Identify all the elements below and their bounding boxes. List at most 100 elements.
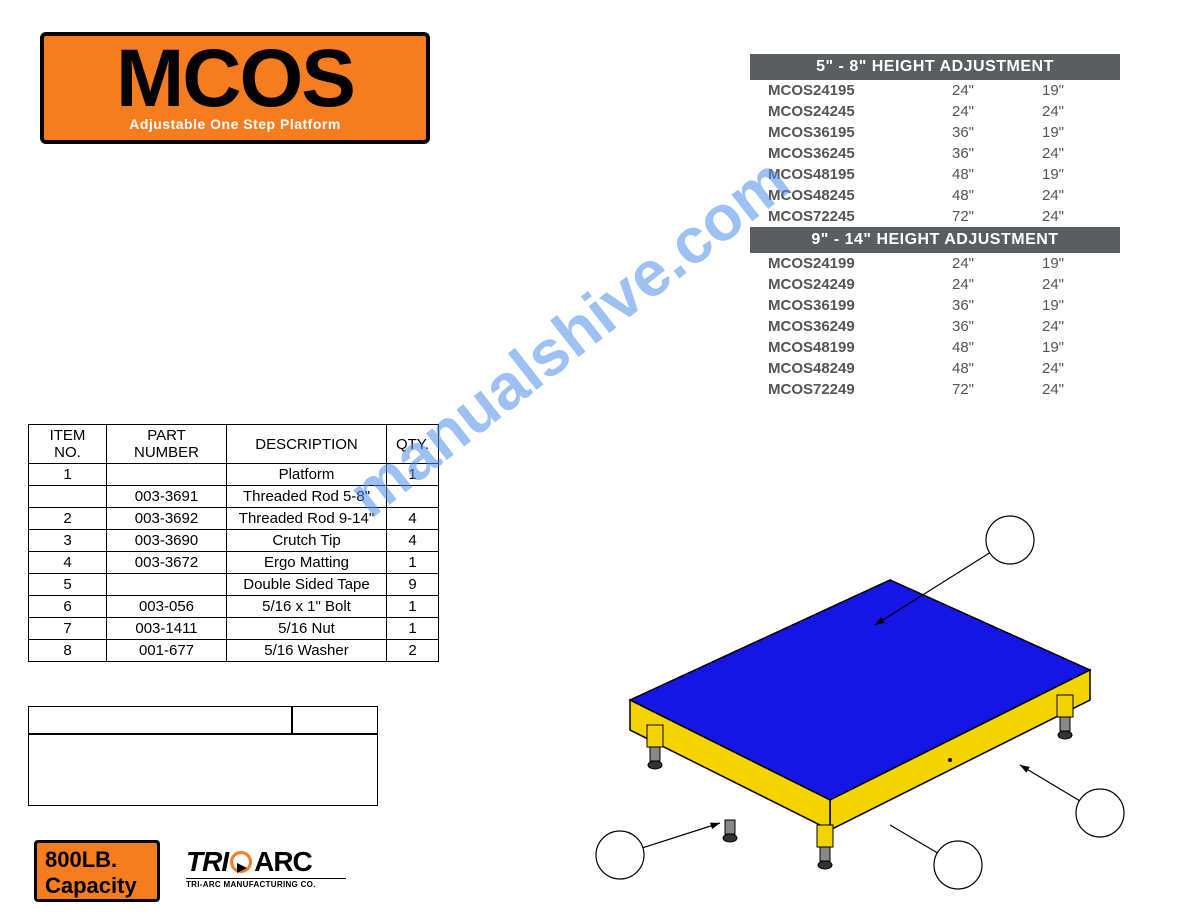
model-model: MCOS48245 xyxy=(768,187,918,204)
bom-header-item: ITEM NO. xyxy=(29,425,107,464)
list-item: MCOS3624536"24" xyxy=(750,143,1120,164)
logo-main-text: MCOS xyxy=(44,36,426,122)
list-item: MCOS2424524"24" xyxy=(750,101,1120,122)
list-item: MCOS4824548"24" xyxy=(750,185,1120,206)
bom-cell-part: 001-677 xyxy=(107,640,227,662)
model-model: MCOS48199 xyxy=(768,339,918,356)
model-width: 36" xyxy=(918,318,1008,335)
triarc-sub: TRI-ARC MANUFACTURING CO. xyxy=(186,878,346,889)
model-depth: 19" xyxy=(1008,82,1098,99)
bom-header-desc: DESCRIPTION xyxy=(227,425,387,464)
model-depth: 19" xyxy=(1008,297,1098,314)
bom-cell-desc: Platform xyxy=(227,464,387,486)
model-depth: 24" xyxy=(1008,318,1098,335)
bom-cell-desc: Threaded Rod 9-14" xyxy=(227,508,387,530)
table-row: 003-3691Threaded Rod 5-8" xyxy=(29,486,439,508)
bom-cell-qty xyxy=(387,486,439,508)
model-group2-rows: MCOS2419924"19"MCOS2424924"24"MCOS361993… xyxy=(750,253,1120,400)
bom-cell-item: 6 xyxy=(29,596,107,618)
model-group2-header: 9" - 14" HEIGHT ADJUSTMENT xyxy=(750,227,1120,253)
model-depth: 24" xyxy=(1008,187,1098,204)
list-item: MCOS2419524"19" xyxy=(750,80,1120,101)
model-depth: 19" xyxy=(1008,166,1098,183)
bom-cell-desc: 5/16 Washer xyxy=(227,640,387,662)
model-width: 48" xyxy=(918,166,1008,183)
model-group1-header: 5" - 8" HEIGHT ADJUSTMENT xyxy=(750,54,1120,80)
list-item: MCOS4819548"19" xyxy=(750,164,1120,185)
bom-cell-item: 4 xyxy=(29,552,107,574)
bom-cell-item: 1 xyxy=(29,464,107,486)
model-width: 24" xyxy=(918,82,1008,99)
table-row: 4003-3672Ergo Matting1 xyxy=(29,552,439,574)
model-depth: 24" xyxy=(1008,145,1098,162)
bom-cell-desc: Double Sided Tape xyxy=(227,574,387,596)
model-model: MCOS24199 xyxy=(768,255,918,272)
bom-cell-desc: Ergo Matting xyxy=(227,552,387,574)
table-row: 1Platform1 xyxy=(29,464,439,486)
model-width: 36" xyxy=(918,124,1008,141)
model-depth: 19" xyxy=(1008,255,1098,272)
model-width: 24" xyxy=(918,276,1008,293)
model-group1-rows: MCOS2419524"19"MCOS2424524"24"MCOS361953… xyxy=(750,80,1120,227)
table-row: 5Double Sided Tape9 xyxy=(29,574,439,596)
bom-cell-part: 003-3691 xyxy=(107,486,227,508)
triarc-arc: ARC xyxy=(254,846,312,878)
model-model: MCOS72249 xyxy=(768,381,918,398)
list-item: MCOS7224972"24" xyxy=(750,379,1120,400)
model-listing: 5" - 8" HEIGHT ADJUSTMENT MCOS2419524"19… xyxy=(750,54,1120,400)
triarc-o-icon xyxy=(230,851,252,873)
platform-diagram xyxy=(560,520,1140,890)
list-item: MCOS4819948"19" xyxy=(750,337,1120,358)
bom-body: 1Platform1003-3691Threaded Rod 5-8"2003-… xyxy=(29,464,439,662)
bom-cell-qty: 2 xyxy=(387,640,439,662)
list-item: MCOS4824948"24" xyxy=(750,358,1120,379)
bom-cell-part: 003-3692 xyxy=(107,508,227,530)
model-model: MCOS24195 xyxy=(768,82,918,99)
bom-cell-part: 003-3672 xyxy=(107,552,227,574)
model-depth: 19" xyxy=(1008,124,1098,141)
model-depth: 24" xyxy=(1008,103,1098,120)
model-model: MCOS48249 xyxy=(768,360,918,377)
list-item: MCOS7224572"24" xyxy=(750,206,1120,227)
bom-cell-part: 003-3690 xyxy=(107,530,227,552)
bom-header-part: PART NUMBER xyxy=(107,425,227,464)
model-width: 72" xyxy=(918,381,1008,398)
bom-cell-item: 5 xyxy=(29,574,107,596)
bom-table: ITEM NO. PART NUMBER DESCRIPTION QTY. 1P… xyxy=(28,424,439,662)
list-item: MCOS2424924"24" xyxy=(750,274,1120,295)
model-model: MCOS24245 xyxy=(768,103,918,120)
bom-cell-part: 003-1411 xyxy=(107,618,227,640)
bom-header-qty: QTY. xyxy=(387,425,439,464)
list-item: MCOS3624936"24" xyxy=(750,316,1120,337)
bom-cell-item: 2 xyxy=(29,508,107,530)
bom-cell-desc: Threaded Rod 5-8" xyxy=(227,486,387,508)
bom-cell-item: 8 xyxy=(29,640,107,662)
model-depth: 24" xyxy=(1008,360,1098,377)
model-width: 72" xyxy=(918,208,1008,225)
list-item: MCOS3619936"19" xyxy=(750,295,1120,316)
bom-cell-qty: 1 xyxy=(387,552,439,574)
model-width: 36" xyxy=(918,297,1008,314)
bom-cell-qty: 1 xyxy=(387,464,439,486)
model-model: MCOS24249 xyxy=(768,276,918,293)
table-row: 8001-6775/16 Washer2 xyxy=(29,640,439,662)
model-width: 24" xyxy=(918,255,1008,272)
bom-cell-qty: 4 xyxy=(387,530,439,552)
model-model: MCOS36249 xyxy=(768,318,918,335)
capacity-line2: Capacity xyxy=(45,873,149,899)
model-depth: 19" xyxy=(1008,339,1098,356)
model-depth: 24" xyxy=(1008,208,1098,225)
bom-cell-qty: 4 xyxy=(387,508,439,530)
logo-sub-text: Adjustable One Step Platform xyxy=(44,116,426,132)
bom-cell-desc: Crutch Tip xyxy=(227,530,387,552)
bom-cell-part xyxy=(107,574,227,596)
model-model: MCOS36245 xyxy=(768,145,918,162)
model-width: 48" xyxy=(918,187,1008,204)
bom-cell-part: 003-056 xyxy=(107,596,227,618)
model-model: MCOS36199 xyxy=(768,297,918,314)
mcos-logo: MCOS Adjustable One Step Platform xyxy=(40,32,430,144)
bom-cell-part xyxy=(107,464,227,486)
model-model: MCOS72245 xyxy=(768,208,918,225)
bom-cell-item xyxy=(29,486,107,508)
list-item: MCOS2419924"19" xyxy=(750,253,1120,274)
